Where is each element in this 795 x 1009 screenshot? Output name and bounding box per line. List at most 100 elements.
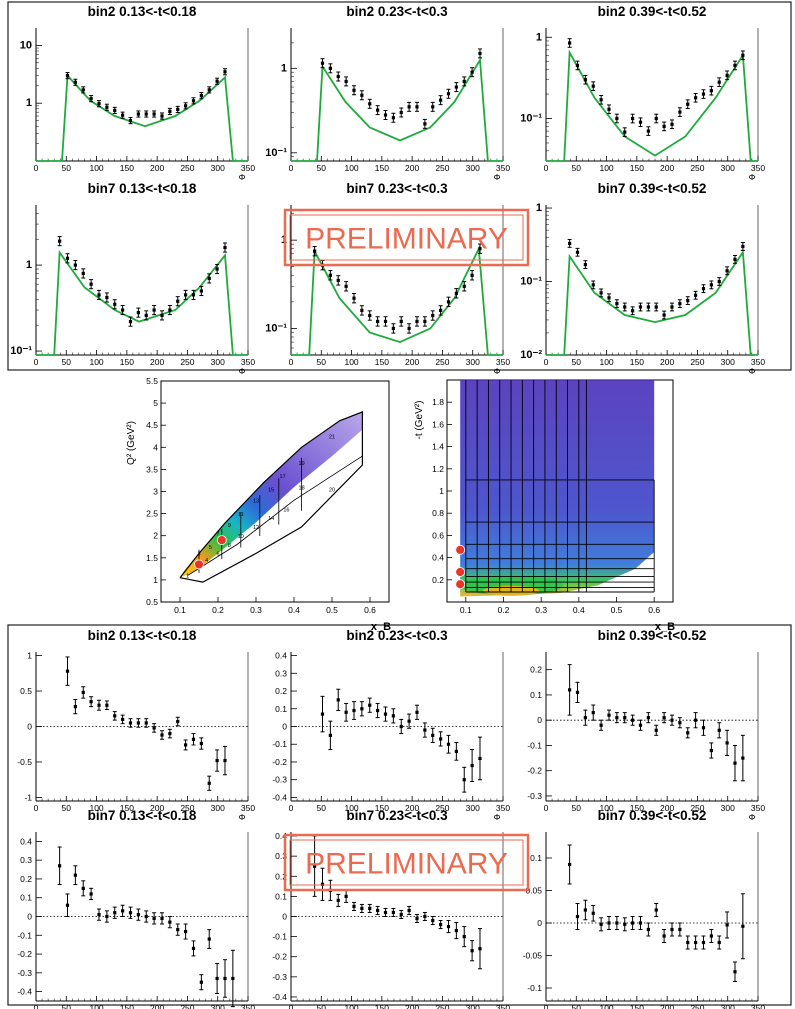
x-tick-label: 250 <box>690 357 704 367</box>
data-point <box>152 112 156 116</box>
x-axis-label: Φ <box>749 366 756 376</box>
data-point <box>121 717 125 722</box>
x-tick-label: 0 <box>34 803 39 813</box>
y-tick-label: 1.2 <box>432 464 444 474</box>
bin-number: 4 <box>205 558 208 564</box>
data-point <box>58 239 62 243</box>
data-point <box>591 711 595 715</box>
data-point <box>662 934 666 938</box>
x-tick-label: 100 <box>89 163 103 173</box>
data-point <box>121 308 125 312</box>
y-tick-label: 5.5 <box>146 376 158 386</box>
x-tick-label: 0 <box>544 357 549 367</box>
y-tick-label: -0.4 <box>272 792 287 802</box>
data-point <box>81 690 85 695</box>
data-point <box>741 756 745 760</box>
y-tick-label: 0.3 <box>275 668 287 678</box>
data-point <box>741 244 745 249</box>
x-tick-label: 100 <box>599 357 613 367</box>
x-tick-label: 150 <box>120 1003 134 1009</box>
data-point <box>399 110 403 115</box>
y-tick-label: -0.3 <box>527 791 542 801</box>
data-point <box>439 737 443 741</box>
data-point <box>462 778 466 782</box>
data-point <box>439 922 443 927</box>
x-tick-label: 0 <box>544 803 549 813</box>
data-point <box>454 928 458 933</box>
data-point <box>320 61 325 65</box>
y-tick-label: 0.1 <box>275 704 287 714</box>
y-tick-label: 1.5 <box>146 553 158 563</box>
model-curve <box>546 249 758 356</box>
y-tick-label: 0.6 <box>432 530 444 540</box>
highlight-marker <box>455 567 466 577</box>
data-point <box>73 873 77 877</box>
data-point <box>431 918 435 923</box>
data-point <box>470 949 474 953</box>
plot-title: bin2 0.23<-t<0.3 <box>346 4 448 19</box>
x-tick-label: 0.6 <box>648 605 660 615</box>
bin-number: 6 <box>216 552 219 558</box>
data-point <box>583 716 587 720</box>
x-axis-label: x_B <box>371 621 391 633</box>
x-tick-label: 0.3 <box>250 605 262 615</box>
x-tick-label: 50 <box>572 163 582 173</box>
data-point <box>152 916 156 920</box>
bin-number: 13 <box>253 499 259 505</box>
data-point <box>336 74 340 79</box>
x-tick-label: 300 <box>211 1003 225 1009</box>
data-point <box>415 710 419 714</box>
top-panel-frame <box>7 1 792 371</box>
bin-number: 19 <box>299 461 305 467</box>
data-point <box>223 70 227 74</box>
data-point <box>352 296 356 300</box>
x-tick-label: 200 <box>660 1003 674 1009</box>
data-point <box>662 124 666 128</box>
x-tick-label: 200 <box>150 803 164 813</box>
data-point <box>320 712 325 716</box>
bin-number: 1 <box>186 574 189 580</box>
data-point <box>176 299 180 303</box>
x-tick-label: 150 <box>630 803 644 813</box>
x-axis-label: x_B <box>655 621 675 633</box>
data-point <box>136 311 140 315</box>
watermark-box-inner <box>289 214 524 261</box>
data-point <box>136 721 140 725</box>
y-tick-label: 0.4 <box>275 831 287 841</box>
watermark-text: PRELIMINARY <box>305 223 508 256</box>
data-point <box>439 308 443 313</box>
data-point <box>670 718 674 722</box>
data-point <box>638 305 643 309</box>
data-point <box>97 293 101 297</box>
data-point <box>376 108 380 112</box>
data-point <box>607 296 611 300</box>
plot-title: bin2 0.13<-t<0.18 <box>88 4 197 19</box>
data-point <box>446 92 451 96</box>
data-point <box>454 85 458 89</box>
data-point <box>646 927 650 932</box>
x-tick-label: 100 <box>89 1003 103 1009</box>
data-point <box>454 291 458 295</box>
x-tick-label: 350 <box>241 357 255 367</box>
data-point <box>344 79 348 84</box>
data-point <box>113 302 117 306</box>
x-tick-label: 200 <box>150 357 164 367</box>
data-point <box>686 731 690 735</box>
x-tick-label: 200 <box>660 163 674 173</box>
data-point <box>599 98 603 102</box>
data-point <box>407 908 411 913</box>
data-point <box>191 946 196 951</box>
x-tick-label: 100 <box>599 1003 613 1009</box>
data-point <box>423 122 427 126</box>
data-point <box>328 733 332 737</box>
data-point <box>694 96 698 100</box>
data-point <box>631 309 635 313</box>
y-tick-label: 2 <box>153 531 158 541</box>
data-point <box>160 733 164 737</box>
data-point <box>415 916 419 921</box>
data-point <box>344 894 348 898</box>
data-point <box>376 908 380 913</box>
plot-title: bin7 0.39<-t<0.52 <box>598 808 707 823</box>
bin-number: 10 <box>238 534 244 540</box>
x-tick-label: 0.2 <box>212 605 224 615</box>
